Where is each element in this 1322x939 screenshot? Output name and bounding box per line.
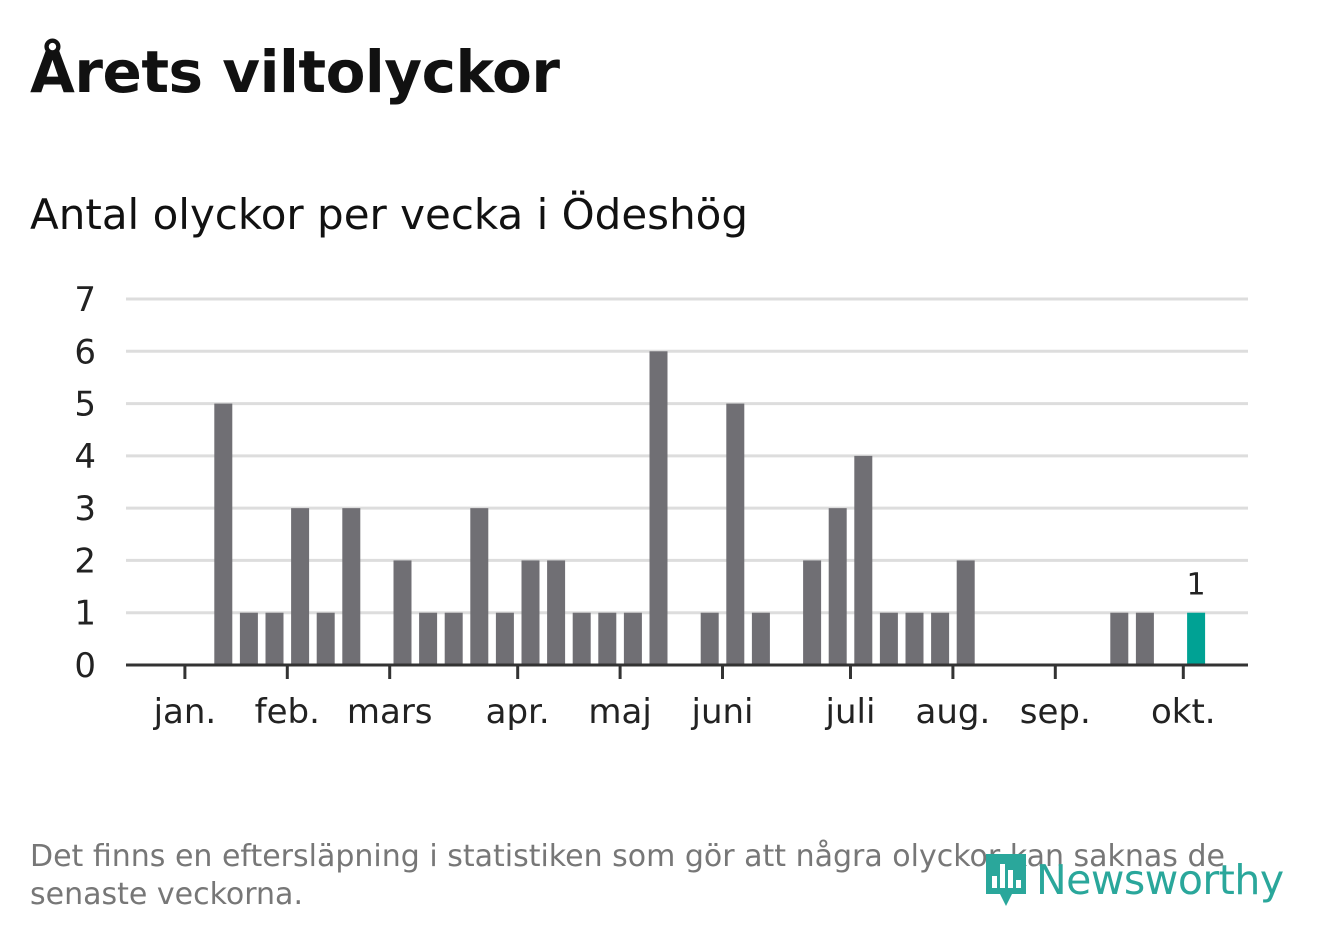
data-label: 1 [1187, 568, 1206, 603]
x-axis-ticks: jan. feb. mars apr. maj juni juli aug. sep. okt. [153, 665, 1216, 732]
y-tick-label: 3 [74, 489, 96, 529]
bar [700, 612, 719, 665]
bar [444, 612, 463, 665]
bar [623, 612, 642, 665]
x-tick-label: juni [691, 692, 754, 732]
bar [879, 612, 898, 665]
bar [854, 455, 873, 665]
x-tick-label: sep. [1020, 692, 1091, 732]
bar [1110, 612, 1129, 665]
y-tick-label: 2 [74, 541, 96, 581]
data-labels: 1 [1187, 568, 1206, 603]
bar [316, 612, 335, 665]
bar [828, 508, 847, 665]
bar [393, 560, 412, 665]
x-tick-label: maj [588, 692, 651, 732]
bar [239, 612, 258, 665]
bar-current-week [1187, 612, 1206, 665]
x-tick-label: aug. [916, 692, 991, 732]
x-tick-label: feb. [255, 692, 320, 732]
y-axis-ticks: 0 1 2 3 4 5 6 7 [74, 280, 96, 686]
newsworthy-logo-icon [986, 854, 1026, 906]
chart-subtitle: Antal olyckor per vecka i Ödeshög [30, 190, 749, 239]
newsworthy-logo-text: Newsworthy [1036, 856, 1284, 904]
bar [649, 351, 668, 665]
bar [470, 508, 489, 665]
bar [803, 560, 822, 665]
bar [1135, 612, 1154, 665]
bar [265, 612, 284, 665]
x-tick-label: mars [347, 692, 433, 732]
bar [547, 560, 566, 665]
bars [214, 351, 1206, 665]
bar [905, 612, 924, 665]
bar [419, 612, 438, 665]
y-tick-label: 7 [74, 280, 96, 320]
x-tick-label: okt. [1151, 692, 1216, 732]
bar [751, 612, 770, 665]
bar [214, 403, 233, 665]
newsworthy-logo: Newsworthy [982, 850, 1284, 910]
x-tick-label: jan. [153, 692, 217, 732]
bar [521, 560, 540, 665]
bar [342, 508, 361, 665]
x-tick-label: apr. [486, 692, 550, 732]
page-title: Årets viltolyckor [30, 38, 560, 106]
grid-lines [126, 297, 1248, 615]
bar [931, 612, 950, 665]
bar [291, 508, 310, 665]
bar [598, 612, 617, 665]
bar [956, 560, 975, 665]
bar [726, 403, 745, 665]
bar [495, 612, 514, 665]
y-tick-label: 0 [74, 646, 96, 686]
y-tick-label: 4 [74, 437, 96, 477]
y-tick-label: 1 [74, 594, 96, 634]
y-tick-label: 6 [74, 332, 96, 372]
x-tick-label: juli [825, 692, 876, 732]
bar [572, 612, 591, 665]
y-tick-label: 5 [74, 385, 96, 425]
